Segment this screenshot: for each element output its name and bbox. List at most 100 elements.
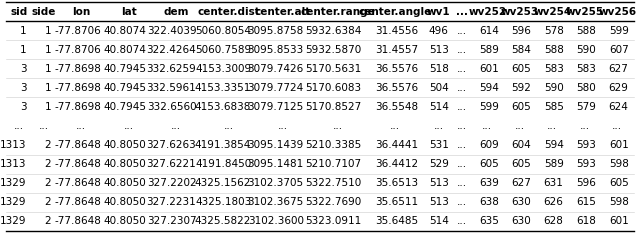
Text: 35.6511: 35.6511 <box>376 197 419 207</box>
Text: 598: 598 <box>609 197 628 207</box>
Text: lon: lon <box>72 7 90 17</box>
Text: 2: 2 <box>45 197 51 207</box>
Text: 614: 614 <box>479 26 499 36</box>
Text: 3102.3675: 3102.3675 <box>248 197 304 207</box>
Text: 631: 631 <box>544 178 564 188</box>
Text: 583: 583 <box>576 64 596 74</box>
Text: 40.8050: 40.8050 <box>104 159 147 169</box>
Text: 4153.3351: 4153.3351 <box>195 83 252 93</box>
Text: ...: ... <box>458 26 467 36</box>
Text: 2: 2 <box>45 140 51 150</box>
Text: 4153.3009: 4153.3009 <box>195 64 252 74</box>
Text: 327.2307: 327.2307 <box>147 216 196 226</box>
Text: ...: ... <box>458 159 467 169</box>
Text: 31.4557: 31.4557 <box>376 45 419 55</box>
Text: ...: ... <box>390 121 400 131</box>
Text: 4191.8450: 4191.8450 <box>195 159 252 169</box>
Text: 1: 1 <box>20 26 26 36</box>
Text: ...: ... <box>278 121 287 131</box>
Text: ...: ... <box>76 121 86 131</box>
Text: 3095.8758: 3095.8758 <box>248 26 304 36</box>
Text: 3079.7724: 3079.7724 <box>248 83 304 93</box>
Text: 4325.1803: 4325.1803 <box>195 197 252 207</box>
Text: 327.6221: 327.6221 <box>147 159 196 169</box>
Text: 1: 1 <box>45 26 51 36</box>
Text: -77.8698: -77.8698 <box>54 64 101 74</box>
Text: wv256: wv256 <box>598 7 636 17</box>
Text: -77.8648: -77.8648 <box>54 140 101 150</box>
Text: 624: 624 <box>609 102 628 112</box>
Text: 638: 638 <box>479 197 499 207</box>
Text: 588: 588 <box>544 45 564 55</box>
Text: 2: 2 <box>45 159 51 169</box>
Text: 332.5961: 332.5961 <box>147 83 196 93</box>
Text: 596: 596 <box>576 178 596 188</box>
Text: ...: ... <box>458 64 467 74</box>
Text: 40.7945: 40.7945 <box>103 83 147 93</box>
Text: 1: 1 <box>45 64 51 74</box>
Text: 3: 3 <box>20 102 26 112</box>
Text: 589: 589 <box>544 159 564 169</box>
Text: 3102.3705: 3102.3705 <box>248 178 304 188</box>
Text: 40.8074: 40.8074 <box>104 45 147 55</box>
Text: center.dist: center.dist <box>197 7 260 17</box>
Text: ...: ... <box>547 121 557 131</box>
Text: center.angle: center.angle <box>358 7 431 17</box>
Text: 609: 609 <box>479 140 499 150</box>
Text: 35.6513: 35.6513 <box>376 178 419 188</box>
Text: 504: 504 <box>429 83 449 93</box>
Text: ...: ... <box>39 121 49 131</box>
Text: 605: 605 <box>511 64 531 74</box>
Text: 5210.7107: 5210.7107 <box>305 159 361 169</box>
Text: center.range: center.range <box>300 7 375 17</box>
Text: 1: 1 <box>45 45 51 55</box>
Text: 35.6485: 35.6485 <box>376 216 419 226</box>
Text: 578: 578 <box>544 26 564 36</box>
Text: 4325.1562: 4325.1562 <box>195 178 252 188</box>
Text: ...: ... <box>483 121 493 131</box>
Text: 601: 601 <box>609 216 628 226</box>
Text: 584: 584 <box>511 45 531 55</box>
Text: 5060.7589: 5060.7589 <box>195 45 252 55</box>
Text: 588: 588 <box>576 26 596 36</box>
Text: 36.4441: 36.4441 <box>376 140 419 150</box>
Text: 40.8050: 40.8050 <box>104 197 147 207</box>
Text: ...: ... <box>458 197 467 207</box>
Text: -77.8648: -77.8648 <box>54 159 101 169</box>
Text: 3079.7426: 3079.7426 <box>248 64 304 74</box>
Text: ...: ... <box>612 121 623 131</box>
Text: ...: ... <box>458 83 467 93</box>
Text: -77.8648: -77.8648 <box>54 216 101 226</box>
Text: 3095.1439: 3095.1439 <box>248 140 304 150</box>
Text: 40.8050: 40.8050 <box>104 216 147 226</box>
Text: ...: ... <box>458 140 467 150</box>
Text: 607: 607 <box>609 45 628 55</box>
Text: 5322.7510: 5322.7510 <box>305 178 361 188</box>
Text: ...: ... <box>458 178 467 188</box>
Text: 1329: 1329 <box>0 197 26 207</box>
Text: 513: 513 <box>429 45 449 55</box>
Text: 605: 605 <box>511 159 531 169</box>
Text: sid: sid <box>10 7 28 17</box>
Text: 36.4412: 36.4412 <box>376 159 419 169</box>
Text: 513: 513 <box>429 178 449 188</box>
Text: 5932.6384: 5932.6384 <box>305 26 361 36</box>
Text: ...: ... <box>456 7 468 17</box>
Text: 518: 518 <box>429 64 449 74</box>
Text: -77.8698: -77.8698 <box>54 102 101 112</box>
Text: lat: lat <box>121 7 137 17</box>
Text: ...: ... <box>515 121 525 131</box>
Text: 5170.6083: 5170.6083 <box>305 83 361 93</box>
Text: 322.4039: 322.4039 <box>147 26 196 36</box>
Text: 2: 2 <box>45 178 51 188</box>
Text: -77.8698: -77.8698 <box>54 83 101 93</box>
Text: 593: 593 <box>576 140 596 150</box>
Text: 594: 594 <box>479 83 499 93</box>
Text: 630: 630 <box>511 216 531 226</box>
Text: 2: 2 <box>45 216 51 226</box>
Text: 36.5548: 36.5548 <box>376 102 419 112</box>
Text: 40.8074: 40.8074 <box>104 26 147 36</box>
Text: 627: 627 <box>609 64 628 74</box>
Text: 1: 1 <box>45 102 51 112</box>
Text: 3: 3 <box>20 83 26 93</box>
